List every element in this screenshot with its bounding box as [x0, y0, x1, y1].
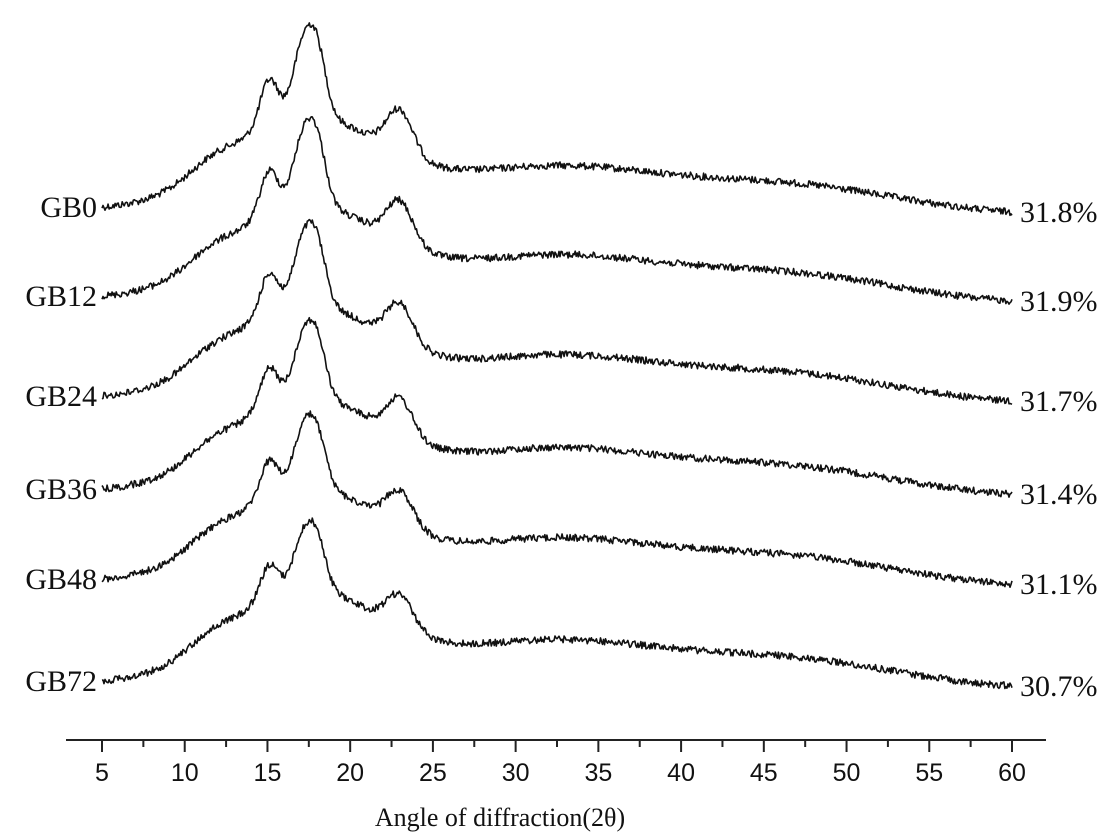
x-tick-label: 10: [171, 759, 199, 787]
series-label-gb0: GB0: [40, 191, 97, 224]
x-tick-label: 55: [915, 759, 943, 787]
series-label-gb48: GB48: [25, 563, 97, 596]
x-tick-label: 40: [667, 759, 695, 787]
series-line-gb36: [102, 318, 1012, 497]
x-axis: 5 10 15 20 25 30 35 40 45 50 55 60: [66, 740, 1046, 787]
crystallinity-label-gb72: 30.7%: [1020, 670, 1098, 703]
series-line-gb0: [102, 23, 1012, 215]
series-line-gb24: [102, 220, 1012, 405]
series-label-gb24: GB24: [25, 380, 97, 413]
x-tick-label: 45: [750, 759, 778, 787]
crystallinity-label-gb0: 31.8%: [1020, 196, 1098, 229]
series-line-gb72: [102, 518, 1012, 688]
series-line-gb12: [102, 117, 1012, 304]
crystallinity-label-gb12: 31.9%: [1020, 285, 1098, 318]
crystallinity-label-gb48: 31.1%: [1020, 568, 1098, 601]
x-axis-title: Angle of diffraction(2θ): [375, 803, 625, 832]
x-tick-label: 25: [419, 759, 447, 787]
x-tick-label: 30: [502, 759, 530, 787]
x-tick-label: 60: [998, 759, 1026, 787]
x-tick-label: 20: [336, 759, 364, 787]
x-tick-label: 15: [254, 759, 282, 787]
crystallinity-label-gb24: 31.7%: [1020, 385, 1098, 418]
crystallinity-label-gb36: 31.4%: [1020, 478, 1098, 511]
series-label-gb36: GB36: [25, 473, 97, 506]
series-layer: GB0 31.8% GB12 31.9% GB24 31.7% GB36 31.4% GB48 3…: [25, 23, 1097, 703]
series-label-gb12: GB12: [25, 280, 97, 313]
x-tick-label: 5: [95, 759, 109, 787]
x-tick-label: 50: [833, 759, 861, 787]
x-tick-label: 35: [584, 759, 612, 787]
series-line-gb48: [102, 411, 1012, 587]
series-label-gb72: GB72: [25, 665, 97, 698]
